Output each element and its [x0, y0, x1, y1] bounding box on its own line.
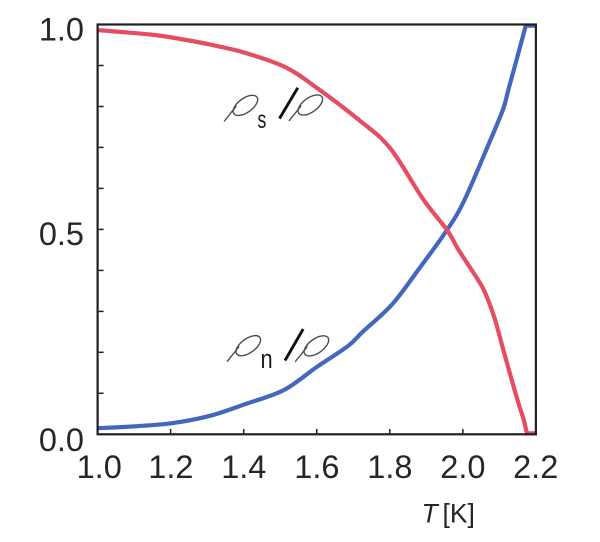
svg-text:2.0: 2.0 [440, 449, 485, 485]
svg-text:0.5: 0.5 [39, 216, 84, 252]
svg-text:s: s [257, 105, 266, 134]
svg-text:1.0: 1.0 [77, 449, 122, 485]
svg-text:0.0: 0.0 [39, 422, 84, 458]
svg-text:[K]: [K] [443, 499, 475, 529]
svg-text:2.2: 2.2 [513, 449, 558, 485]
svg-text:1.6: 1.6 [294, 449, 339, 485]
svg-text:T: T [422, 499, 440, 529]
svg-text:1.4: 1.4 [221, 449, 266, 485]
svg-text:1.8: 1.8 [367, 449, 412, 485]
svg-text:n: n [261, 345, 273, 374]
svg-text:1.2: 1.2 [148, 449, 193, 485]
svg-text:1.0: 1.0 [39, 12, 84, 48]
